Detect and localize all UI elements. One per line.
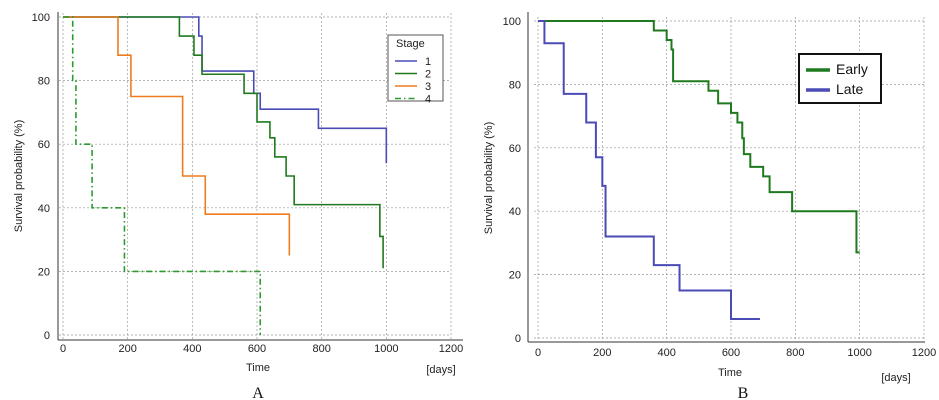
panel-a-x-tick-label: 0 (60, 343, 66, 355)
panel-a-y-tick-label: 20 (38, 266, 50, 278)
panel-b-x-tick-label: 1200 (912, 347, 936, 359)
panel-a-label: A (252, 385, 264, 400)
panel-a-y-tick-label: 80 (38, 76, 50, 88)
panel-a-y-tick-label: 0 (44, 330, 50, 342)
panel-b-legend-label-late: Late (836, 81, 863, 97)
panel-a-series-1 (63, 16, 388, 164)
panel-a-series-4 (63, 16, 262, 335)
panel-a-x-tick-label: 1000 (374, 343, 398, 355)
panel-b-series-early (538, 20, 860, 254)
panel-b-y-tick-label: 80 (509, 79, 521, 91)
panel-b-legend-box (798, 53, 882, 104)
panel-a-legend-box (387, 34, 444, 102)
panel-a-x-tick-label: 400 (183, 343, 201, 355)
panel-b-chart: 0 200 400 600 800 1000 1200 0 20 40 60 80 100 Time [… (483, 12, 936, 400)
panel-b-label: B (738, 385, 749, 400)
panel-b-x-tick-label: 400 (657, 347, 675, 359)
panel-a-x-label: Time (246, 362, 270, 374)
panel-b-y-tick-label: 100 (503, 16, 521, 28)
panel-a-x-unit: [days] (426, 364, 455, 376)
panel-b-x-tick-label: 200 (593, 347, 611, 359)
panel-a-chart: 0 200 400 600 800 1000 1200 0 20 40 60 80 100 Time [… (13, 12, 463, 400)
panel-b-x-label: Time (718, 367, 742, 379)
panel-a-legend-label-2: 2 (425, 69, 431, 81)
panel-b-legend: Early Late (798, 53, 882, 104)
panel-b-x-tick-label: 1000 (847, 347, 871, 359)
panel-a-x-tick-label: 800 (312, 343, 330, 355)
panel-a-legend-label-3: 3 (425, 81, 431, 93)
panel-b-series-late (538, 20, 760, 320)
panel-b-y-tick-label: 0 (515, 333, 521, 345)
panel-b-legend-label-early: Early (836, 61, 868, 77)
panel-a-x-tick-label: 600 (248, 343, 266, 355)
panel-a-y-tick-label: 40 (38, 203, 50, 215)
panel-a-legend-label-1: 1 (425, 56, 431, 68)
panel-b-x-tick-label: 600 (722, 347, 740, 359)
panel-a-x-tick-label: 200 (118, 343, 136, 355)
panel-a-legend-label-4: 4 (425, 94, 431, 106)
panel-a-y-tick-label: 60 (38, 139, 50, 151)
panel-a-series-3 (63, 16, 291, 256)
panel-b-x-tick-label: 0 (535, 347, 541, 359)
panel-a-y-label: Survival probability (%) (13, 120, 25, 232)
panel-b-y-label: Survival probability (%) (483, 122, 495, 234)
panel-a-series-2 (63, 16, 384, 269)
panel-a-legend-title: Stage (396, 38, 425, 50)
panel-b-x-unit: [days] (881, 372, 910, 384)
panel-b-x-tick-label: 800 (786, 347, 804, 359)
panel-b-y-tick-label: 40 (509, 206, 521, 218)
panel-a-x-tick-label: 1200 (439, 343, 463, 355)
panel-a-y-tick-label: 100 (32, 12, 50, 24)
panel-b-y-tick-label: 60 (509, 143, 521, 155)
panel-b-y-tick-label: 20 (509, 270, 521, 282)
